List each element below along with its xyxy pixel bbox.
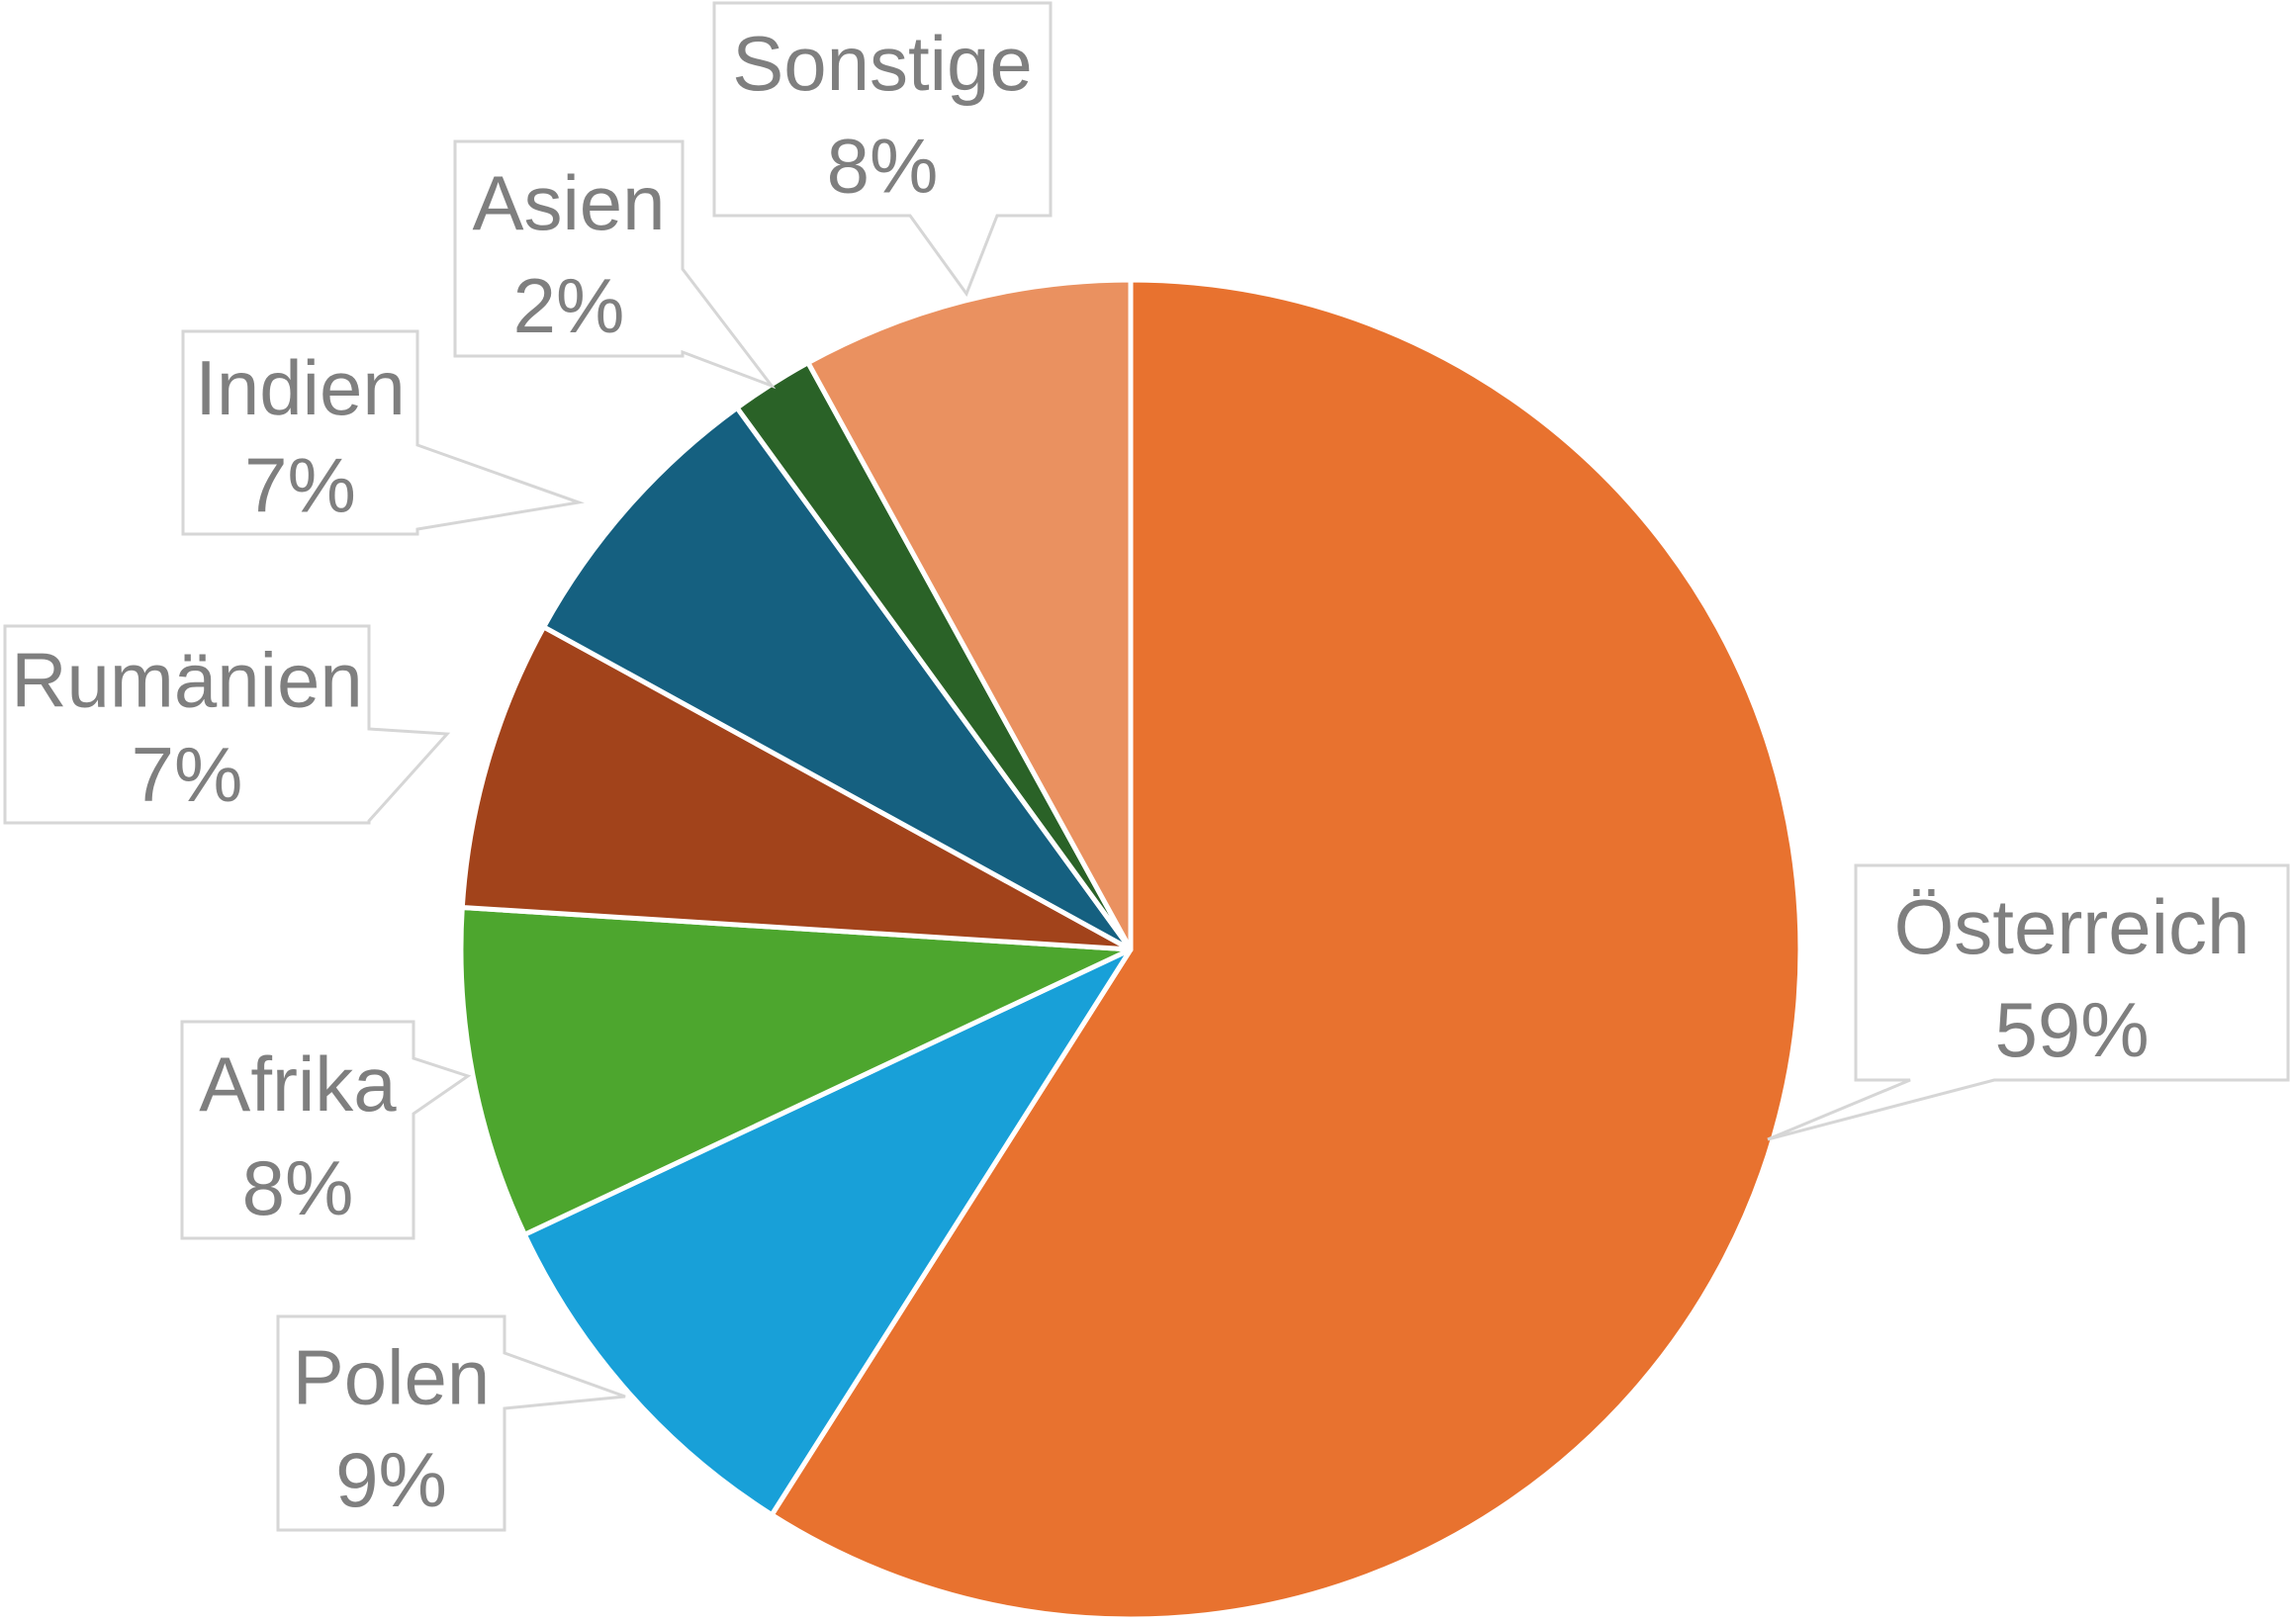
callout-percent-oesterreich: 59% xyxy=(1994,986,2149,1073)
callout-percent-polen: 9% xyxy=(335,1436,447,1523)
callout-label-indien: Indien xyxy=(195,344,406,431)
callout-percent-indien: 7% xyxy=(244,441,356,528)
callout-box-sonstige[interactable] xyxy=(712,1,1053,298)
callout-oesterreich[interactable]: Österreich 59% xyxy=(1767,863,2290,1141)
callout-percent-sonstige: 8% xyxy=(827,122,939,209)
callout-label-sonstige: Sonstige xyxy=(732,20,1033,107)
callout-sonstige[interactable]: Sonstige 8% xyxy=(712,1,1053,298)
callout-box-afrika[interactable] xyxy=(180,1020,472,1240)
pie-slice-sonstige[interactable] xyxy=(805,277,1134,952)
callout-label-polen: Polen xyxy=(293,1334,491,1421)
callout-label-asien: Asien xyxy=(472,159,665,246)
callout-indien[interactable]: Indien 7% xyxy=(181,329,585,536)
pie-slice-polen[interactable] xyxy=(521,947,1134,1518)
callout-box-oesterreich[interactable] xyxy=(1767,863,2290,1141)
callout-box-rumaenien[interactable] xyxy=(3,624,451,825)
callout-asien[interactable]: Asien 2% xyxy=(453,139,777,390)
callout-label-oesterreich: Österreich xyxy=(1894,883,2250,970)
callout-percent-rumaenien: 7% xyxy=(132,731,243,818)
callout-box-polen[interactable] xyxy=(276,1314,626,1532)
pie-slice-rumaenien[interactable] xyxy=(459,624,1134,952)
callout-box-indien[interactable] xyxy=(181,329,585,536)
pie-slice-afrika[interactable] xyxy=(458,905,1134,1237)
callout-polen[interactable]: Polen 9% xyxy=(276,1314,626,1532)
callout-label-afrika: Afrika xyxy=(199,1040,397,1128)
pie-slice-indien[interactable] xyxy=(541,405,1134,952)
callout-afrika[interactable]: Afrika 8% xyxy=(180,1020,472,1240)
callout-box-asien[interactable] xyxy=(453,139,777,390)
callout-percent-asien: 2% xyxy=(513,262,625,349)
callout-label-rumaenien: Rumänien xyxy=(11,637,363,724)
callout-percent-afrika: 8% xyxy=(242,1144,354,1231)
